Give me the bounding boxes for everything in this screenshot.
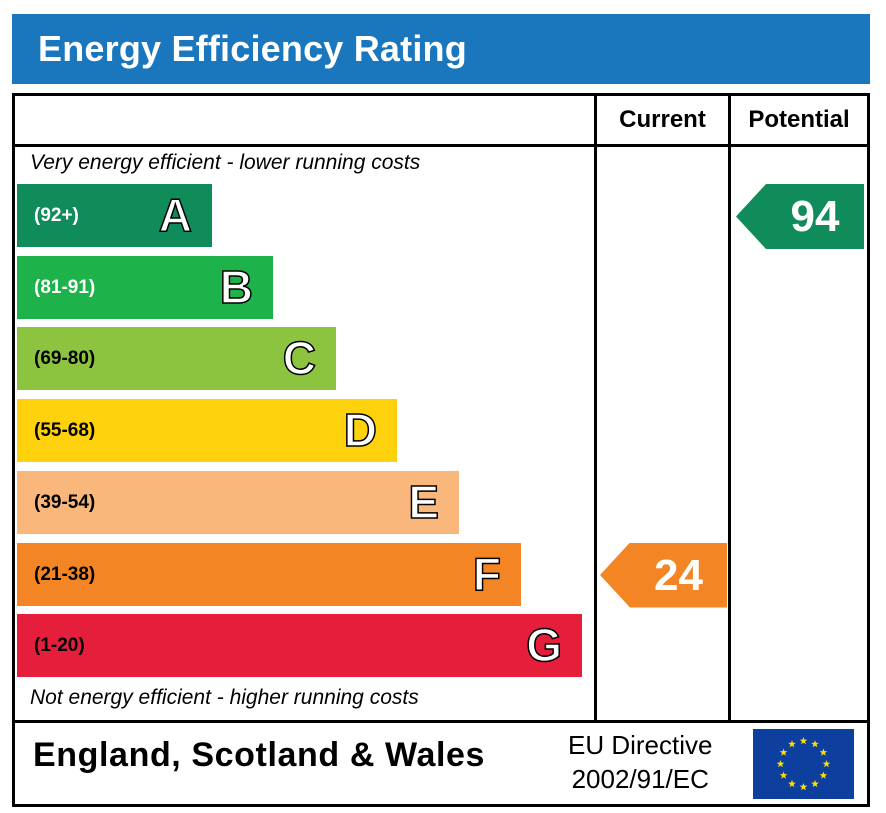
band-e: (39-54) E xyxy=(17,470,459,534)
band-c: (69-80) C xyxy=(17,327,336,391)
rating-table: Current Potential Very energy efficient … xyxy=(12,93,870,807)
band-letter: A xyxy=(158,188,193,242)
potential-rating-value: 94 xyxy=(790,192,840,241)
band-d: (55-68) D xyxy=(17,399,397,463)
current-column-header: Current xyxy=(619,106,706,133)
top-note: Very energy efficient - lower running co… xyxy=(30,151,421,174)
band-letter: E xyxy=(408,475,440,529)
title-bar: Energy Efficiency Rating xyxy=(12,14,870,84)
band-g: (1-20) G xyxy=(17,614,582,678)
band-f: (21-38) F xyxy=(17,542,521,606)
band-a: (92+) A xyxy=(17,184,212,247)
chart-title: Energy Efficiency Rating xyxy=(38,28,467,69)
directive-line-2: 2002/91/EC xyxy=(571,764,709,794)
eu-star-icon xyxy=(788,740,796,748)
eu-star-icon xyxy=(788,779,796,788)
band-letter: F xyxy=(472,547,502,601)
eu-star-icon xyxy=(799,783,808,791)
eu-star-icon xyxy=(776,760,785,768)
band-letter: C xyxy=(282,332,317,386)
band-range-label: (81-91) xyxy=(34,276,96,298)
header-divider xyxy=(15,144,867,147)
column-divider xyxy=(594,96,597,723)
eu-flag-icon xyxy=(753,729,854,799)
current-rating-value: 24 xyxy=(654,550,703,600)
band-letter: G xyxy=(525,618,562,672)
band-range-label: (1-20) xyxy=(34,635,85,657)
band-b: (81-91) B xyxy=(17,255,273,319)
column-divider xyxy=(728,96,731,723)
band-range-label: (55-68) xyxy=(34,420,96,442)
eu-star-icon xyxy=(779,771,788,779)
band-range-label: (21-38) xyxy=(34,563,96,585)
region-label: England, Scotland & Wales xyxy=(33,736,486,774)
band-range-label: (69-80) xyxy=(34,348,96,370)
footer-divider xyxy=(15,720,867,723)
band-range-label: (39-54) xyxy=(34,491,96,513)
eu-star-icon xyxy=(811,779,819,788)
current-rating-arrow: 24 xyxy=(600,542,727,608)
eu-star-icon xyxy=(822,760,831,768)
eu-star-icon xyxy=(819,771,828,779)
band-letter: D xyxy=(343,403,378,457)
eu-star-icon xyxy=(799,737,808,745)
eu-star-icon xyxy=(779,748,788,756)
eu-star-icon xyxy=(819,748,828,756)
band-letter: B xyxy=(219,260,254,314)
potential-rating-arrow: 94 xyxy=(736,184,864,249)
bottom-note: Not energy efficient - higher running co… xyxy=(30,686,419,709)
eu-star-icon xyxy=(811,740,819,748)
potential-column-header: Potential xyxy=(748,106,850,133)
eu-directive: EU Directive 2002/91/EC xyxy=(568,728,712,796)
band-range-label: (92+) xyxy=(34,205,79,226)
directive-line-1: EU Directive xyxy=(568,730,713,760)
